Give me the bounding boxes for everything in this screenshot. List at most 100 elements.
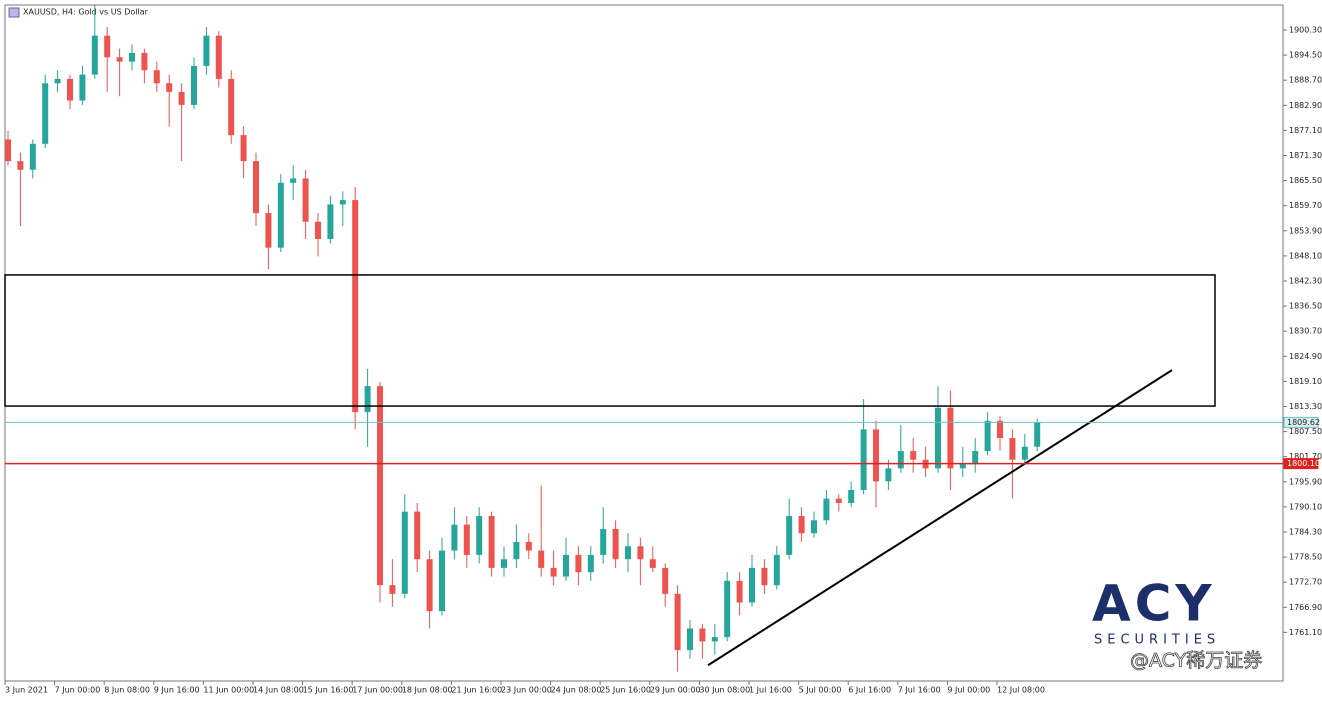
watermark-sub: SECURITIES bbox=[1094, 633, 1220, 648]
x-tick-label: 5 Jul 00:00 bbox=[799, 686, 842, 695]
candle-body bbox=[153, 70, 160, 84]
zone-box bbox=[4, 274, 1216, 407]
candle-body bbox=[215, 35, 222, 79]
candle-body bbox=[389, 585, 396, 594]
y-tick-label: 1778.50 bbox=[1289, 553, 1322, 562]
candle-body bbox=[612, 528, 619, 560]
candle-body bbox=[42, 83, 49, 144]
y-tick-label: 1819.10 bbox=[1289, 377, 1322, 386]
candle-body bbox=[302, 178, 309, 222]
x-tick-label: 15 Jun 16:00 bbox=[303, 686, 354, 695]
y-tick-label: 1772.70 bbox=[1289, 578, 1322, 587]
candle-body bbox=[649, 559, 656, 568]
candle-body bbox=[178, 91, 185, 105]
candle-body bbox=[104, 35, 111, 58]
candle-body bbox=[662, 567, 669, 594]
x-tick-label: 6 Jul 16:00 bbox=[848, 686, 891, 695]
y-tick-label: 1784.30 bbox=[1289, 527, 1322, 536]
candle-body bbox=[327, 204, 334, 240]
candle-body bbox=[674, 593, 681, 651]
x-tick-label: 14 Jun 08:00 bbox=[253, 686, 304, 695]
price-tag-label: 1800.10 bbox=[1287, 459, 1320, 468]
candle-body bbox=[711, 637, 718, 642]
y-tick-label: 1888.70 bbox=[1289, 76, 1322, 85]
watermark-caption: @ACY稀万证券 bbox=[1130, 650, 1262, 672]
y-tick-label: 1859.70 bbox=[1289, 201, 1322, 210]
x-tick-label: 29 Jun 00:00 bbox=[650, 686, 701, 695]
y-tick-label: 1813.30 bbox=[1289, 402, 1322, 411]
candle-body bbox=[823, 498, 830, 521]
candle-body bbox=[848, 489, 855, 503]
candle-body bbox=[426, 559, 433, 612]
candle-body bbox=[749, 567, 755, 603]
chart-title: XAUUSD, H4: Gold vs US Dollar bbox=[23, 8, 149, 17]
candle-body bbox=[401, 511, 408, 594]
candle-body bbox=[17, 161, 24, 170]
candle-body bbox=[687, 628, 693, 651]
candle-body bbox=[203, 35, 210, 66]
candle-body bbox=[600, 528, 607, 555]
y-tick-label: 1894.50 bbox=[1289, 51, 1322, 60]
candle-body bbox=[116, 57, 123, 62]
candle-body bbox=[625, 546, 631, 560]
x-tick-label: 24 Jun 08:00 bbox=[551, 686, 602, 695]
candle-body bbox=[129, 52, 135, 62]
watermark-logo: ACY bbox=[1092, 575, 1216, 633]
candle-body bbox=[513, 541, 520, 560]
candle-body bbox=[91, 35, 98, 75]
candle-body bbox=[29, 143, 36, 170]
candle-body bbox=[761, 567, 768, 586]
y-tick-label: 1790.10 bbox=[1289, 502, 1322, 511]
candle-body bbox=[699, 628, 706, 642]
candle-body bbox=[550, 567, 557, 577]
y-tick-label: 1865.50 bbox=[1289, 176, 1322, 185]
candle-body bbox=[959, 464, 966, 469]
x-tick-label: 9 Jul 00:00 bbox=[947, 686, 990, 695]
candle-body bbox=[811, 520, 817, 534]
y-tick-label: 1795.90 bbox=[1289, 477, 1322, 486]
candle-body bbox=[501, 559, 507, 568]
y-tick-label: 1824.90 bbox=[1289, 352, 1322, 361]
y-tick-label: 1853.90 bbox=[1289, 226, 1322, 235]
candle-body bbox=[575, 554, 582, 573]
candle-body bbox=[352, 200, 359, 413]
candle-body bbox=[935, 407, 941, 469]
candle-body bbox=[439, 550, 445, 612]
candle-body bbox=[786, 515, 793, 555]
x-tick-label: 12 Jul 08:00 bbox=[997, 686, 1045, 695]
price-tag bbox=[1283, 416, 1319, 428]
x-tick-label: 23 Jun 00:00 bbox=[501, 686, 552, 695]
candle-body bbox=[773, 554, 780, 586]
candle-body bbox=[910, 451, 917, 460]
candle-body bbox=[67, 78, 73, 101]
candle-body bbox=[265, 213, 272, 248]
price-tag-label: 1809.62 bbox=[1287, 418, 1320, 427]
y-tick-label: 1882.90 bbox=[1289, 101, 1322, 110]
candle-body bbox=[228, 78, 235, 136]
candle-body bbox=[377, 386, 383, 586]
y-tick-label: 1807.50 bbox=[1289, 427, 1322, 436]
x-tick-label: 21 Jun 16:00 bbox=[451, 686, 502, 695]
x-tick-label: 11 Jun 00:00 bbox=[203, 686, 254, 695]
candle-body bbox=[1034, 422, 1041, 447]
candle-body bbox=[463, 524, 470, 555]
y-tick-label: 1848.10 bbox=[1289, 251, 1322, 260]
y-tick-label: 1836.50 bbox=[1289, 302, 1322, 311]
candle-body bbox=[414, 511, 421, 560]
candle-body bbox=[290, 178, 297, 183]
candle-body bbox=[476, 515, 483, 555]
candle-body bbox=[835, 498, 842, 503]
x-tick-label: 8 Jun 08:00 bbox=[104, 686, 150, 695]
candle-body bbox=[191, 65, 197, 105]
candle-body bbox=[947, 407, 954, 469]
x-tick-label: 9 Jun 16:00 bbox=[154, 686, 200, 695]
candle-body bbox=[736, 580, 743, 603]
candle-body bbox=[984, 420, 991, 452]
candle-body bbox=[724, 580, 731, 638]
candle-body bbox=[54, 78, 61, 84]
y-tick-label: 1877.10 bbox=[1289, 126, 1322, 135]
candle-body bbox=[637, 546, 644, 560]
candle-body bbox=[587, 554, 594, 573]
trendline bbox=[707, 369, 1173, 667]
